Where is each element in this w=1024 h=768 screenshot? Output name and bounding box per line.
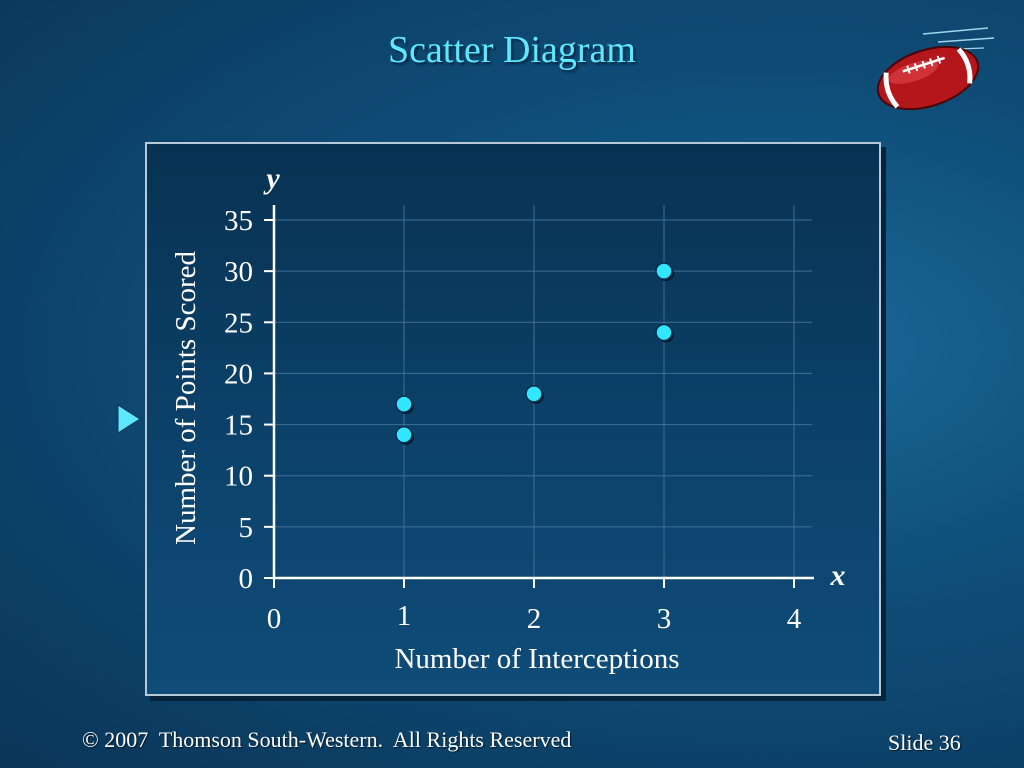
data-point-marker xyxy=(395,395,413,413)
data-point-marker xyxy=(395,426,413,444)
data-point xyxy=(525,385,544,404)
football-icon xyxy=(876,27,995,111)
copyright-text: © 2007 Thomson South-Western. All Rights… xyxy=(82,727,572,752)
data-point xyxy=(655,262,674,282)
x-axis-letter: x xyxy=(830,559,846,592)
x-axis-label: Number of Interceptions xyxy=(394,643,679,675)
x-tick-label: 0 xyxy=(267,603,282,635)
chart-panel xyxy=(145,142,881,696)
data-point-marker xyxy=(525,385,543,403)
y-tick-label: 15 xyxy=(224,410,253,442)
x-tick-label: 1 xyxy=(397,600,412,632)
y-tick-label: 0 xyxy=(239,563,254,595)
y-tick-label: 20 xyxy=(224,358,253,390)
y-tick-label: 30 xyxy=(224,256,253,288)
data-point xyxy=(395,395,414,415)
y-tick-label: 10 xyxy=(224,461,253,493)
y-tick-label: 25 xyxy=(224,307,253,339)
y-axis-letter: y xyxy=(263,162,280,195)
triangle-bullet-icon xyxy=(117,404,141,434)
slide-number: Slide 36 xyxy=(888,730,961,755)
y-axis-label: Number of Points Scored xyxy=(170,251,202,545)
data-point xyxy=(395,426,414,445)
x-tick-label: 4 xyxy=(787,603,802,635)
y-tick-label: 5 xyxy=(239,512,254,544)
slide-title: Scatter Diagram xyxy=(388,29,636,71)
x-tick-label: 2 xyxy=(527,603,542,635)
data-point-marker xyxy=(655,323,673,342)
y-tick-label: 35 xyxy=(224,205,253,237)
data-point-marker xyxy=(655,262,673,280)
x-tick-label: 3 xyxy=(657,603,672,635)
data-point xyxy=(655,323,674,343)
